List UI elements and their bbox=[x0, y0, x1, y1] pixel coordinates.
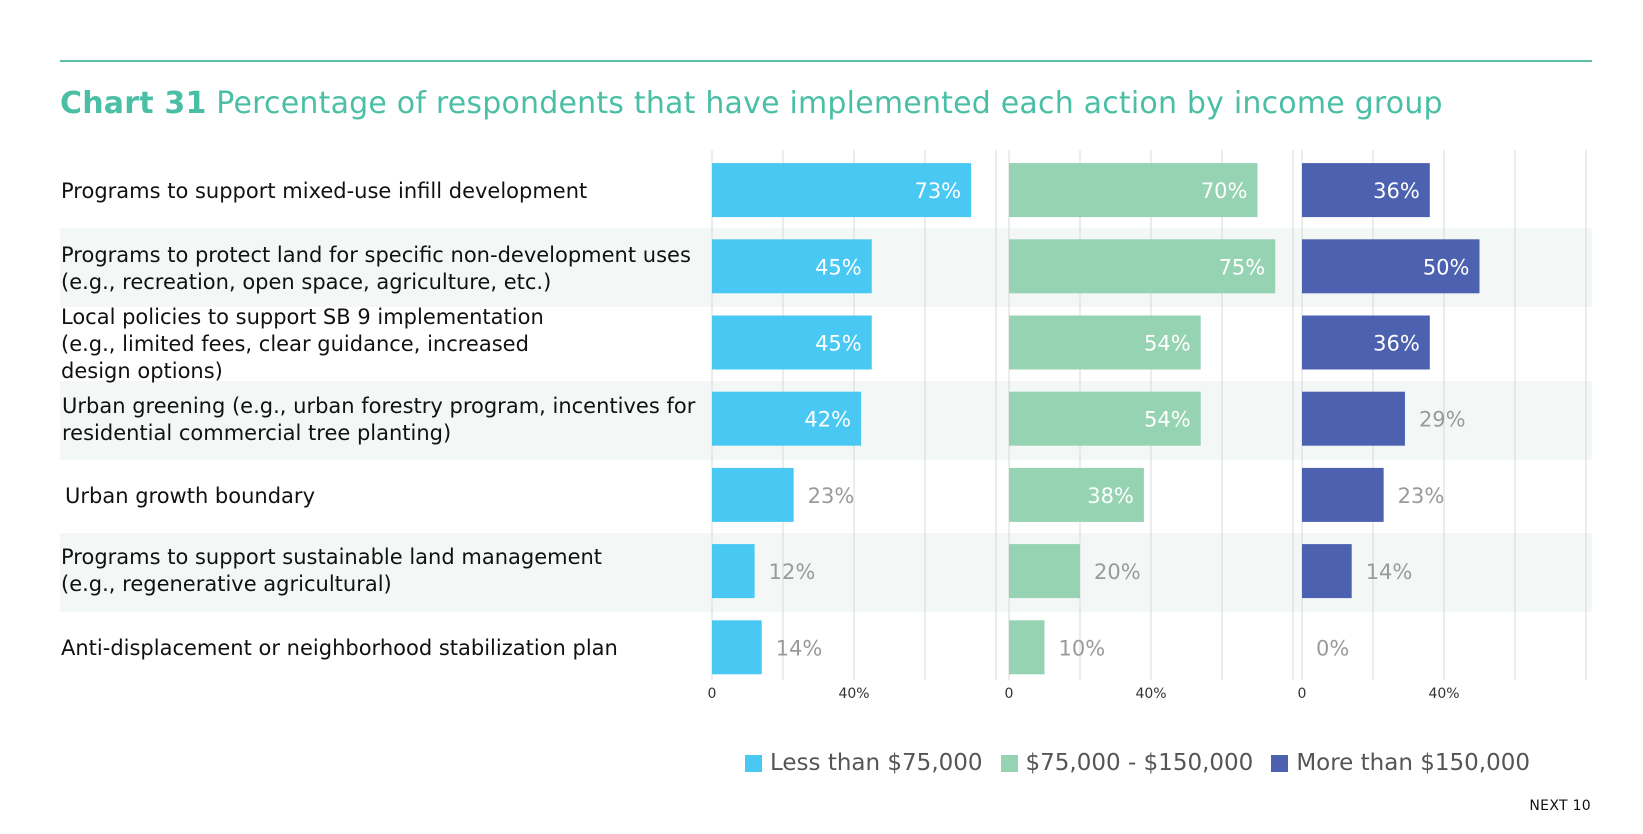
bar-value-label: 54% bbox=[1144, 332, 1191, 356]
legend-label: $75,000 - $150,000 bbox=[1025, 750, 1254, 776]
bar bbox=[1009, 239, 1276, 294]
bar-value-label: 36% bbox=[1373, 179, 1420, 203]
bar-value-label: 45% bbox=[815, 332, 862, 356]
bar bbox=[712, 239, 872, 294]
x-tick-label: 40% bbox=[838, 686, 869, 702]
x-tick-label: 40% bbox=[1135, 686, 1166, 702]
bar-value-label: 45% bbox=[815, 255, 862, 279]
bar bbox=[1302, 467, 1384, 522]
bar-value-label: 0% bbox=[1316, 636, 1349, 660]
row-label: Urban growth boundary bbox=[65, 484, 315, 508]
footer-brand: NEXT 10 bbox=[1529, 798, 1591, 814]
top-rule bbox=[60, 60, 1592, 62]
row-label: Programs to support mixed-use infill dev… bbox=[61, 179, 588, 203]
legend-item: $75,000 - $150,000 bbox=[1000, 750, 1254, 776]
bar bbox=[712, 315, 872, 370]
bar bbox=[1009, 315, 1201, 370]
bar-value-label: 14% bbox=[1366, 560, 1413, 584]
bar bbox=[1302, 239, 1480, 294]
row-label: Anti-displacement or neighborhood stabil… bbox=[61, 636, 618, 660]
bar bbox=[1009, 163, 1258, 218]
bar-value-label: 23% bbox=[808, 484, 855, 508]
legend-label: Less than $75,000 bbox=[770, 750, 983, 776]
legend: Less than $75,000 $75,000 - $150,000 Mor… bbox=[745, 750, 1530, 776]
bar bbox=[1302, 315, 1430, 370]
legend-swatch bbox=[745, 754, 762, 772]
bar-value-label: 14% bbox=[776, 636, 823, 660]
bar bbox=[712, 467, 794, 522]
row-label: Programs to protect land for specific no… bbox=[61, 243, 691, 294]
row-label: Urban greening (e.g., urban forestry pro… bbox=[62, 394, 696, 445]
legend-swatch bbox=[1271, 754, 1289, 772]
bar-value-label: 12% bbox=[769, 560, 816, 584]
chart-title-text: Percentage of respondents that have impl… bbox=[216, 86, 1443, 121]
bar-value-label: 50% bbox=[1423, 255, 1470, 279]
bar bbox=[1009, 544, 1080, 599]
bar-value-label: 29% bbox=[1419, 408, 1466, 432]
x-tick-label: 0 bbox=[1005, 686, 1014, 702]
x-tick-label: 0 bbox=[708, 686, 717, 702]
bar-value-label: 54% bbox=[1144, 408, 1191, 432]
bar bbox=[1009, 620, 1045, 675]
bar-value-label: 20% bbox=[1094, 560, 1141, 584]
legend-item: More than $150,000 bbox=[1271, 750, 1530, 776]
bar-value-label: 75% bbox=[1219, 255, 1266, 279]
bar bbox=[712, 391, 862, 446]
bar bbox=[1009, 467, 1144, 522]
bar-value-label: 23% bbox=[1398, 484, 1445, 508]
legend-swatch bbox=[1000, 754, 1018, 772]
row-label: Local policies to support SB 9 implement… bbox=[61, 305, 544, 383]
x-tick-label: 40% bbox=[1428, 686, 1459, 702]
legend-item: Less than $75,000 bbox=[745, 750, 983, 776]
bar-value-label: 73% bbox=[914, 179, 961, 203]
bar bbox=[1009, 391, 1201, 446]
bar bbox=[1302, 544, 1352, 599]
bar-value-label: 38% bbox=[1087, 484, 1134, 508]
row-label: Programs to support sustainable land man… bbox=[61, 545, 603, 596]
bar-value-label: 10% bbox=[1059, 636, 1106, 660]
bar bbox=[712, 544, 755, 599]
bar-value-label: 36% bbox=[1373, 332, 1420, 356]
bar bbox=[1302, 391, 1405, 446]
bar-value-label: 70% bbox=[1201, 179, 1248, 203]
legend-label: More than $150,000 bbox=[1296, 750, 1530, 776]
chart-title: Chart 31 Percentage of respondents that … bbox=[60, 86, 1443, 121]
x-tick-label: 0 bbox=[1298, 686, 1307, 702]
bar-value-label: 42% bbox=[804, 408, 851, 432]
bar bbox=[1302, 163, 1430, 218]
bar bbox=[712, 620, 762, 675]
chart-number: Chart 31 bbox=[60, 86, 207, 121]
bar bbox=[712, 163, 972, 218]
